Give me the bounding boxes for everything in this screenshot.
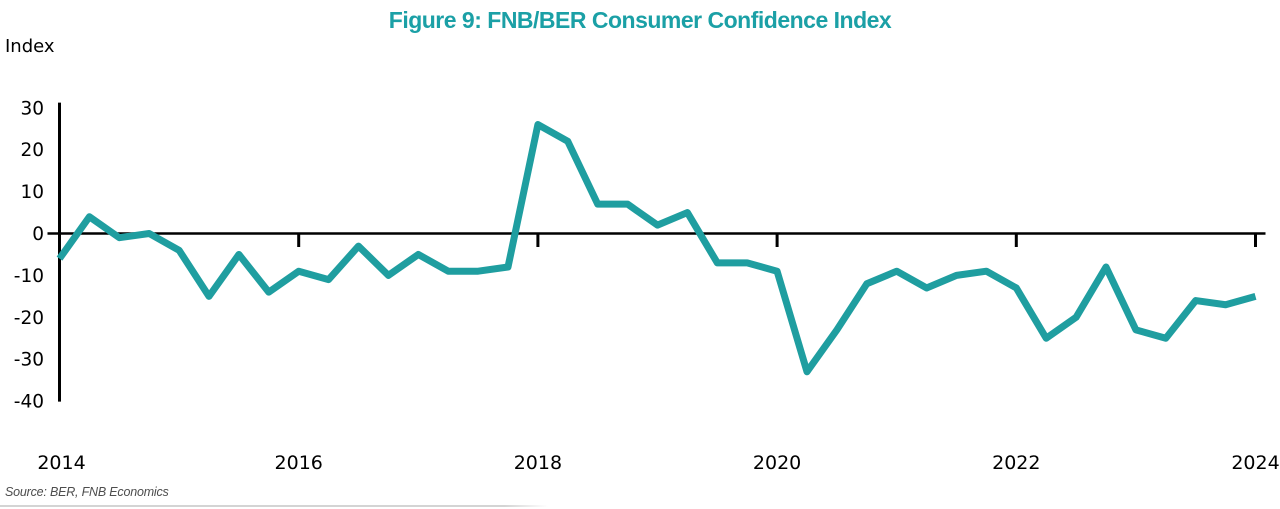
y-tick-label: -20: [14, 308, 44, 329]
y-axis-unit-label: Index: [5, 36, 55, 57]
y-tick-label: 0: [32, 224, 44, 245]
x-tick-label: 2022: [992, 452, 1040, 474]
source-note: Source: BER, FNB Economics: [5, 485, 169, 499]
x-tick-label: 2014: [37, 452, 85, 474]
x-tick-label: 2016: [275, 452, 323, 474]
x-tick-label: 2020: [753, 452, 801, 474]
footer-divider-line: [0, 505, 548, 507]
y-tick-label: -30: [14, 350, 44, 371]
y-tick-label: -40: [14, 392, 44, 413]
x-tick-label: 2024: [1231, 452, 1279, 474]
chart-title: Figure 9: FNB/BER Consumer Confidence In…: [388, 7, 892, 33]
x-tick-label: 2018: [514, 452, 562, 474]
y-tick-label: 30: [20, 98, 44, 119]
cci-line-series: [56, 121, 1257, 376]
y-tick-label: 20: [20, 140, 44, 161]
y-tick-label: 10: [20, 182, 44, 203]
y-tick-label: -10: [14, 266, 44, 287]
